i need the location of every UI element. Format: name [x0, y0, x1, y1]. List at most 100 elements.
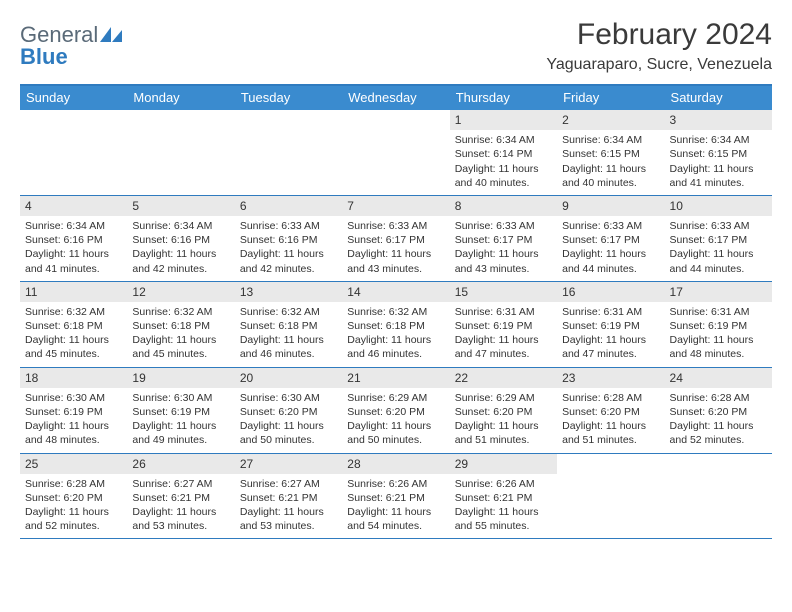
day-day2: and 53 minutes.: [240, 519, 337, 533]
day-sunrise: Sunrise: 6:33 AM: [240, 219, 337, 233]
dow-cell: Monday: [127, 86, 234, 110]
day-sunrise: Sunrise: 6:34 AM: [132, 219, 229, 233]
day-cell: 14Sunrise: 6:32 AMSunset: 6:18 PMDayligh…: [342, 282, 449, 367]
dow-cell: Friday: [557, 86, 664, 110]
day-body: Sunrise: 6:28 AMSunset: 6:20 PMDaylight:…: [665, 388, 772, 453]
week-row: 1Sunrise: 6:34 AMSunset: 6:14 PMDaylight…: [20, 110, 772, 196]
day-cell: 12Sunrise: 6:32 AMSunset: 6:18 PMDayligh…: [127, 282, 234, 367]
day-sunset: Sunset: 6:21 PM: [240, 491, 337, 505]
day-number: 17: [665, 282, 772, 302]
day-sunset: Sunset: 6:17 PM: [670, 233, 767, 247]
day-body: Sunrise: 6:32 AMSunset: 6:18 PMDaylight:…: [20, 302, 127, 367]
day-day1: Daylight: 11 hours: [347, 419, 444, 433]
day-day2: and 41 minutes.: [670, 176, 767, 190]
day-day2: and 44 minutes.: [670, 262, 767, 276]
day-sunset: Sunset: 6:21 PM: [347, 491, 444, 505]
day-day2: and 52 minutes.: [670, 433, 767, 447]
week-row: 11Sunrise: 6:32 AMSunset: 6:18 PMDayligh…: [20, 282, 772, 368]
day-sunrise: Sunrise: 6:33 AM: [562, 219, 659, 233]
day-sunrise: Sunrise: 6:28 AM: [562, 391, 659, 405]
day-sunrise: Sunrise: 6:34 AM: [670, 133, 767, 147]
day-cell: [665, 454, 772, 539]
day-day2: and 53 minutes.: [132, 519, 229, 533]
week-row: 25Sunrise: 6:28 AMSunset: 6:20 PMDayligh…: [20, 454, 772, 540]
days-of-week-row: SundayMondayTuesdayWednesdayThursdayFrid…: [20, 86, 772, 110]
day-cell: 17Sunrise: 6:31 AMSunset: 6:19 PMDayligh…: [665, 282, 772, 367]
day-number: 12: [127, 282, 234, 302]
day-day1: Daylight: 11 hours: [455, 419, 552, 433]
day-number: 11: [20, 282, 127, 302]
day-day2: and 45 minutes.: [132, 347, 229, 361]
sail-icon: [100, 24, 122, 46]
day-sunrise: Sunrise: 6:34 AM: [455, 133, 552, 147]
day-number: 13: [235, 282, 342, 302]
day-day2: and 51 minutes.: [562, 433, 659, 447]
day-sunset: Sunset: 6:21 PM: [455, 491, 552, 505]
day-day1: Daylight: 11 hours: [240, 333, 337, 347]
day-sunset: Sunset: 6:19 PM: [25, 405, 122, 419]
day-body: Sunrise: 6:29 AMSunset: 6:20 PMDaylight:…: [450, 388, 557, 453]
day-day1: Daylight: 11 hours: [25, 505, 122, 519]
day-cell: [342, 110, 449, 195]
day-sunset: Sunset: 6:18 PM: [25, 319, 122, 333]
logo-text: General Blue: [20, 24, 122, 68]
day-body: Sunrise: 6:32 AMSunset: 6:18 PMDaylight:…: [235, 302, 342, 367]
day-cell: 13Sunrise: 6:32 AMSunset: 6:18 PMDayligh…: [235, 282, 342, 367]
day-day1: Daylight: 11 hours: [25, 247, 122, 261]
day-cell: 22Sunrise: 6:29 AMSunset: 6:20 PMDayligh…: [450, 368, 557, 453]
week-row: 4Sunrise: 6:34 AMSunset: 6:16 PMDaylight…: [20, 196, 772, 282]
day-sunrise: Sunrise: 6:30 AM: [25, 391, 122, 405]
day-number: 4: [20, 196, 127, 216]
day-number: 7: [342, 196, 449, 216]
day-number: 29: [450, 454, 557, 474]
day-day2: and 48 minutes.: [670, 347, 767, 361]
day-day1: Daylight: 11 hours: [670, 162, 767, 176]
day-cell: 15Sunrise: 6:31 AMSunset: 6:19 PMDayligh…: [450, 282, 557, 367]
day-day1: Daylight: 11 hours: [455, 505, 552, 519]
day-cell: 1Sunrise: 6:34 AMSunset: 6:14 PMDaylight…: [450, 110, 557, 195]
day-sunrise: Sunrise: 6:29 AM: [455, 391, 552, 405]
day-number: 1: [450, 110, 557, 130]
day-sunrise: Sunrise: 6:33 AM: [670, 219, 767, 233]
location-text: Yaguaraparo, Sucre, Venezuela: [546, 56, 772, 74]
day-sunrise: Sunrise: 6:32 AM: [347, 305, 444, 319]
day-number: 23: [557, 368, 664, 388]
dow-cell: Sunday: [20, 86, 127, 110]
day-number: 28: [342, 454, 449, 474]
day-day2: and 49 minutes.: [132, 433, 229, 447]
day-day2: and 43 minutes.: [347, 262, 444, 276]
day-cell: [235, 110, 342, 195]
day-body: Sunrise: 6:33 AMSunset: 6:17 PMDaylight:…: [450, 216, 557, 281]
day-sunrise: Sunrise: 6:32 AM: [132, 305, 229, 319]
day-number: 18: [20, 368, 127, 388]
title-block: February 2024 Yaguaraparo, Sucre, Venezu…: [546, 18, 772, 74]
day-sunset: Sunset: 6:16 PM: [25, 233, 122, 247]
day-sunset: Sunset: 6:16 PM: [240, 233, 337, 247]
day-sunrise: Sunrise: 6:31 AM: [562, 305, 659, 319]
day-cell: 27Sunrise: 6:27 AMSunset: 6:21 PMDayligh…: [235, 454, 342, 539]
day-number: 9: [557, 196, 664, 216]
day-body: Sunrise: 6:32 AMSunset: 6:18 PMDaylight:…: [342, 302, 449, 367]
calendar-page: General Blue February 2024 Yaguaraparo, …: [0, 0, 792, 539]
day-day1: Daylight: 11 hours: [25, 333, 122, 347]
day-day2: and 41 minutes.: [25, 262, 122, 276]
day-cell: 10Sunrise: 6:33 AMSunset: 6:17 PMDayligh…: [665, 196, 772, 281]
day-number: 26: [127, 454, 234, 474]
day-cell: 28Sunrise: 6:26 AMSunset: 6:21 PMDayligh…: [342, 454, 449, 539]
day-sunrise: Sunrise: 6:34 AM: [562, 133, 659, 147]
day-sunset: Sunset: 6:15 PM: [562, 147, 659, 161]
day-body: Sunrise: 6:28 AMSunset: 6:20 PMDaylight:…: [20, 474, 127, 539]
day-day2: and 44 minutes.: [562, 262, 659, 276]
dow-cell: Saturday: [665, 86, 772, 110]
day-sunset: Sunset: 6:20 PM: [240, 405, 337, 419]
day-sunset: Sunset: 6:19 PM: [132, 405, 229, 419]
day-cell: 3Sunrise: 6:34 AMSunset: 6:15 PMDaylight…: [665, 110, 772, 195]
day-body: Sunrise: 6:26 AMSunset: 6:21 PMDaylight:…: [342, 474, 449, 539]
day-day2: and 50 minutes.: [347, 433, 444, 447]
day-body: Sunrise: 6:31 AMSunset: 6:19 PMDaylight:…: [557, 302, 664, 367]
day-sunrise: Sunrise: 6:32 AM: [25, 305, 122, 319]
day-day1: Daylight: 11 hours: [132, 419, 229, 433]
day-number: 19: [127, 368, 234, 388]
week-row: 18Sunrise: 6:30 AMSunset: 6:19 PMDayligh…: [20, 368, 772, 454]
day-body: Sunrise: 6:31 AMSunset: 6:19 PMDaylight:…: [665, 302, 772, 367]
